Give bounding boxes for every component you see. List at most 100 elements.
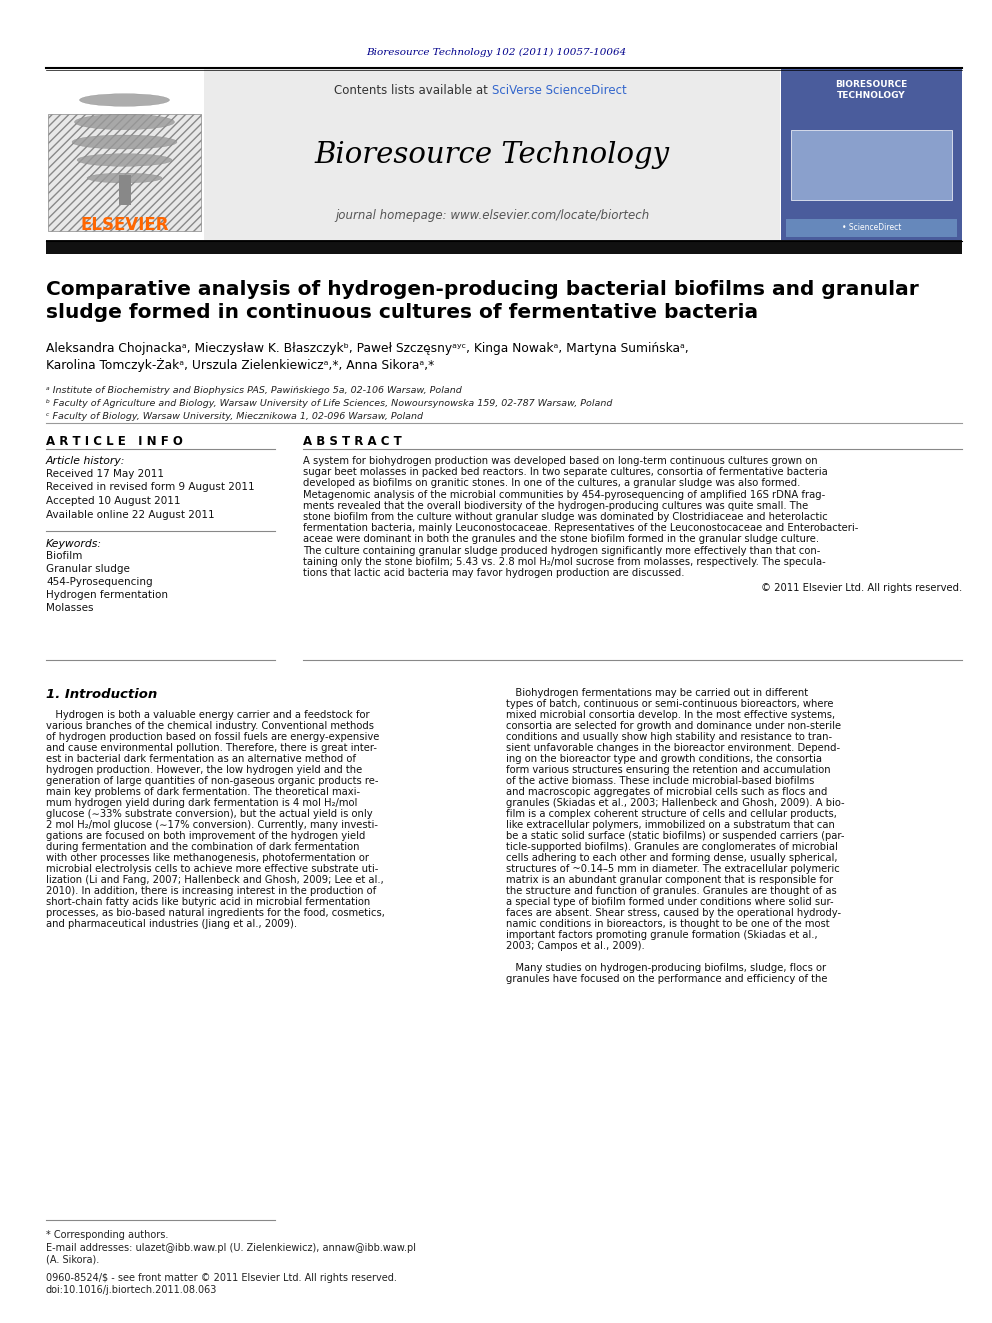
Text: Biofilm: Biofilm bbox=[46, 550, 82, 561]
Text: short-chain fatty acids like butyric acid in microbial fermentation: short-chain fatty acids like butyric aci… bbox=[46, 897, 370, 908]
Text: est in bacterial dark fermentation as an alternative method of: est in bacterial dark fermentation as an… bbox=[46, 754, 356, 763]
Text: ᵇ Faculty of Agriculture and Biology, Warsaw University of Life Sciences, Nowour: ᵇ Faculty of Agriculture and Biology, Wa… bbox=[46, 400, 612, 407]
Text: and cause environmental pollution. Therefore, there is great inter-: and cause environmental pollution. There… bbox=[46, 744, 377, 753]
Text: be a static solid surface (static biofilms) or suspended carriers (par-: be a static solid surface (static biofil… bbox=[506, 831, 844, 841]
Bar bbox=[46, 69, 203, 241]
Text: tions that lactic acid bacteria may favor hydrogen production are discussed.: tions that lactic acid bacteria may favo… bbox=[303, 568, 684, 578]
Ellipse shape bbox=[79, 94, 170, 106]
Text: ᶜ Faculty of Biology, Warsaw University, Miecznikowa 1, 02-096 Warsaw, Poland: ᶜ Faculty of Biology, Warsaw University,… bbox=[46, 411, 423, 421]
Text: microbial electrolysis cells to achieve more effective substrate uti-: microbial electrolysis cells to achieve … bbox=[46, 864, 378, 875]
Text: and macroscopic aggregates of microbial cells such as flocs and: and macroscopic aggregates of microbial … bbox=[506, 787, 827, 796]
Text: Keywords:: Keywords: bbox=[46, 538, 102, 549]
Text: Karolina Tomczyk-Żakᵃ, Urszula Zielenkiewiczᵃ,*, Anna Sikoraᵃ,*: Karolina Tomczyk-Żakᵃ, Urszula Zielenkie… bbox=[46, 359, 434, 372]
Text: Hydrogen fermentation: Hydrogen fermentation bbox=[46, 590, 168, 601]
Text: Molasses: Molasses bbox=[46, 603, 93, 613]
Text: glucose (∼33% substrate conversion), but the actual yield is only: glucose (∼33% substrate conversion), but… bbox=[46, 808, 373, 819]
Text: fermentation bacteria, mainly Leuconostocaceae. Representatives of the Leuconost: fermentation bacteria, mainly Leuconosto… bbox=[303, 523, 858, 533]
Text: granules have focused on the performance and efficiency of the: granules have focused on the performance… bbox=[506, 974, 827, 984]
Text: generation of large quantities of non-gaseous organic products re-: generation of large quantities of non-ga… bbox=[46, 777, 379, 786]
Text: form various structures ensuring the retention and accumulation: form various structures ensuring the ret… bbox=[506, 765, 830, 775]
Text: cells adhering to each other and forming dense, usually spherical,: cells adhering to each other and forming… bbox=[506, 853, 837, 863]
Text: * Corresponding authors.: * Corresponding authors. bbox=[46, 1230, 169, 1240]
Ellipse shape bbox=[87, 173, 162, 183]
Text: ing on the bioreactor type and growth conditions, the consortia: ing on the bioreactor type and growth co… bbox=[506, 754, 822, 763]
Text: Received 17 May 2011: Received 17 May 2011 bbox=[46, 468, 164, 479]
Text: (A. Sikora).: (A. Sikora). bbox=[46, 1256, 99, 1265]
Text: 1. Introduction: 1. Introduction bbox=[46, 688, 158, 701]
Text: 2003; Campos et al., 2009).: 2003; Campos et al., 2009). bbox=[506, 941, 645, 951]
Text: 2 mol H₂/mol glucose (∼17% conversion). Currently, many investi-: 2 mol H₂/mol glucose (∼17% conversion). … bbox=[46, 820, 378, 830]
Text: important factors promoting granule formation (Skiadas et al.,: important factors promoting granule form… bbox=[506, 930, 817, 941]
Ellipse shape bbox=[74, 114, 175, 130]
Text: sludge formed in continuous cultures of fermentative bacteria: sludge formed in continuous cultures of … bbox=[46, 303, 758, 321]
Text: Accepted 10 August 2011: Accepted 10 August 2011 bbox=[46, 496, 181, 505]
Text: Article history:: Article history: bbox=[46, 456, 125, 466]
Text: gations are focused on both improvement of the hydrogen yield: gations are focused on both improvement … bbox=[46, 831, 365, 841]
Text: hydrogen production. However, the low hydrogen yield and the: hydrogen production. However, the low hy… bbox=[46, 765, 362, 775]
Text: A R T I C L E   I N F O: A R T I C L E I N F O bbox=[46, 435, 183, 448]
Text: structures of ~0.14–5 mm in diameter. The extracellular polymeric: structures of ~0.14–5 mm in diameter. Th… bbox=[506, 864, 840, 875]
Text: a special type of biofilm formed under conditions where solid sur-: a special type of biofilm formed under c… bbox=[506, 897, 833, 908]
Text: ments revealed that the overall biodiversity of the hydrogen-producing cultures : ments revealed that the overall biodiver… bbox=[303, 501, 808, 511]
Text: mum hydrogen yield during dark fermentation is 4 mol H₂/mol: mum hydrogen yield during dark fermentat… bbox=[46, 798, 357, 808]
Text: developed as biofilms on granitic stones. In one of the cultures, a granular slu: developed as biofilms on granitic stones… bbox=[303, 479, 801, 488]
Text: A system for biohydrogen production was developed based on long-term continuous : A system for biohydrogen production was … bbox=[303, 456, 817, 466]
Ellipse shape bbox=[72, 135, 177, 149]
Text: ELSEVIER: ELSEVIER bbox=[80, 216, 169, 234]
Text: mixed microbial consortia develop. In the most effective systems,: mixed microbial consortia develop. In th… bbox=[506, 710, 835, 720]
Text: and pharmaceutical industries (Jiang et al., 2009).: and pharmaceutical industries (Jiang et … bbox=[46, 919, 298, 929]
Text: with other processes like methanogenesis, photofermentation or: with other processes like methanogenesis… bbox=[46, 853, 369, 863]
Text: Received in revised form 9 August 2011: Received in revised form 9 August 2011 bbox=[46, 483, 255, 492]
Text: of the active biomass. These include microbial-based biofilms: of the active biomass. These include mic… bbox=[506, 777, 814, 786]
Text: during fermentation and the combination of dark fermentation: during fermentation and the combination … bbox=[46, 841, 359, 852]
Text: E-mail addresses: ulazet@ibb.waw.pl (U. Zielenkiewicz), annaw@ibb.waw.pl: E-mail addresses: ulazet@ibb.waw.pl (U. … bbox=[46, 1244, 416, 1253]
Bar bbox=[791, 130, 952, 200]
Text: ᵃ Institute of Biochemistry and Biophysics PAS, Pawińskiego 5a, 02-106 Warsaw, P: ᵃ Institute of Biochemistry and Biophysi… bbox=[46, 386, 461, 396]
Text: 454-Pyrosequencing: 454-Pyrosequencing bbox=[46, 577, 153, 587]
Text: sugar beet molasses in packed bed reactors. In two separate cultures, consortia : sugar beet molasses in packed bed reacto… bbox=[303, 467, 827, 478]
Text: Comparative analysis of hydrogen-producing bacterial biofilms and granular: Comparative analysis of hydrogen-produci… bbox=[46, 280, 919, 299]
Text: 0960-8524/$ - see front matter © 2011 Elsevier Ltd. All rights reserved.: 0960-8524/$ - see front matter © 2011 El… bbox=[46, 1273, 397, 1283]
Text: ticle-supported biofilms). Granules are conglomerates of microbial: ticle-supported biofilms). Granules are … bbox=[506, 841, 838, 852]
Text: granules (Skiadas et al., 2003; Hallenbeck and Ghosh, 2009). A bio-: granules (Skiadas et al., 2003; Hallenbe… bbox=[506, 798, 844, 808]
Text: Metagenomic analysis of the microbial communities by 454-pyrosequencing of ampli: Metagenomic analysis of the microbial co… bbox=[303, 490, 825, 500]
Text: Available online 22 August 2011: Available online 22 August 2011 bbox=[46, 509, 214, 520]
Bar bbox=[204, 69, 780, 241]
Text: consortia are selected for growth and dominance under non-sterile: consortia are selected for growth and do… bbox=[506, 721, 841, 732]
Text: of hydrogen production based on fossil fuels are energy-expensive: of hydrogen production based on fossil f… bbox=[46, 732, 379, 742]
Text: • ScienceDirect: • ScienceDirect bbox=[842, 224, 901, 233]
Text: namic conditions in bioreactors, is thought to be one of the most: namic conditions in bioreactors, is thou… bbox=[506, 919, 829, 929]
Text: The culture containing granular sludge produced hydrogen significantly more effe: The culture containing granular sludge p… bbox=[303, 545, 820, 556]
Text: A B S T R A C T: A B S T R A C T bbox=[303, 435, 402, 448]
Ellipse shape bbox=[77, 153, 172, 167]
Text: types of batch, continuous or semi-continuous bioreactors, where: types of batch, continuous or semi-conti… bbox=[506, 699, 833, 709]
Text: aceae were dominant in both the granules and the stone biofilm formed in the gra: aceae were dominant in both the granules… bbox=[303, 534, 819, 544]
Text: film is a complex coherent structure of cells and cellular products,: film is a complex coherent structure of … bbox=[506, 808, 837, 819]
Text: the structure and function of granules. Granules are thought of as: the structure and function of granules. … bbox=[506, 886, 836, 896]
Text: conditions and usually show high stability and resistance to tran-: conditions and usually show high stabili… bbox=[506, 732, 832, 742]
Text: Contents lists available at: Contents lists available at bbox=[334, 83, 492, 97]
Text: 2010). In addition, there is increasing interest in the production of: 2010). In addition, there is increasing … bbox=[46, 886, 376, 896]
Bar bbox=[48, 114, 201, 232]
Text: various branches of the chemical industry. Conventional methods: various branches of the chemical industr… bbox=[46, 721, 374, 732]
Bar bbox=[786, 220, 957, 237]
Text: sient unfavorable changes in the bioreactor environment. Depend-: sient unfavorable changes in the bioreac… bbox=[506, 744, 840, 753]
Text: Bioresource Technology: Bioresource Technology bbox=[314, 142, 670, 169]
Text: stone biofilm from the culture without granular sludge was dominated by Clostrid: stone biofilm from the culture without g… bbox=[303, 512, 827, 523]
Bar bbox=[46, 239, 962, 254]
Text: faces are absent. Shear stress, caused by the operational hydrody-: faces are absent. Shear stress, caused b… bbox=[506, 908, 841, 918]
Text: Hydrogen is both a valuable energy carrier and a feedstock for: Hydrogen is both a valuable energy carri… bbox=[46, 710, 370, 720]
Text: taining only the stone biofilm; 5.43 vs. 2.8 mol H₂/mol sucrose from molasses, r: taining only the stone biofilm; 5.43 vs.… bbox=[303, 557, 825, 566]
Text: like extracellular polymers, immobilized on a substratum that can: like extracellular polymers, immobilized… bbox=[506, 820, 835, 830]
Text: Granular sludge: Granular sludge bbox=[46, 564, 130, 574]
Text: matrix is an abundant granular component that is responsible for: matrix is an abundant granular component… bbox=[506, 875, 833, 885]
Text: Many studies on hydrogen-producing biofilms, sludge, flocs or: Many studies on hydrogen-producing biofi… bbox=[506, 963, 826, 972]
Text: lization (Li and Fang, 2007; Hallenbeck and Ghosh, 2009; Lee et al.,: lization (Li and Fang, 2007; Hallenbeck … bbox=[46, 875, 384, 885]
Text: Biohydrogen fermentations may be carried out in different: Biohydrogen fermentations may be carried… bbox=[506, 688, 808, 699]
Text: main key problems of dark fermentation. The theoretical maxi-: main key problems of dark fermentation. … bbox=[46, 787, 360, 796]
Bar bbox=[781, 69, 962, 241]
Text: doi:10.1016/j.biortech.2011.08.063: doi:10.1016/j.biortech.2011.08.063 bbox=[46, 1285, 217, 1295]
Text: © 2011 Elsevier Ltd. All rights reserved.: © 2011 Elsevier Ltd. All rights reserved… bbox=[761, 583, 962, 593]
Text: processes, as bio-based natural ingredients for the food, cosmetics,: processes, as bio-based natural ingredie… bbox=[46, 908, 385, 918]
Bar bbox=[118, 175, 131, 205]
